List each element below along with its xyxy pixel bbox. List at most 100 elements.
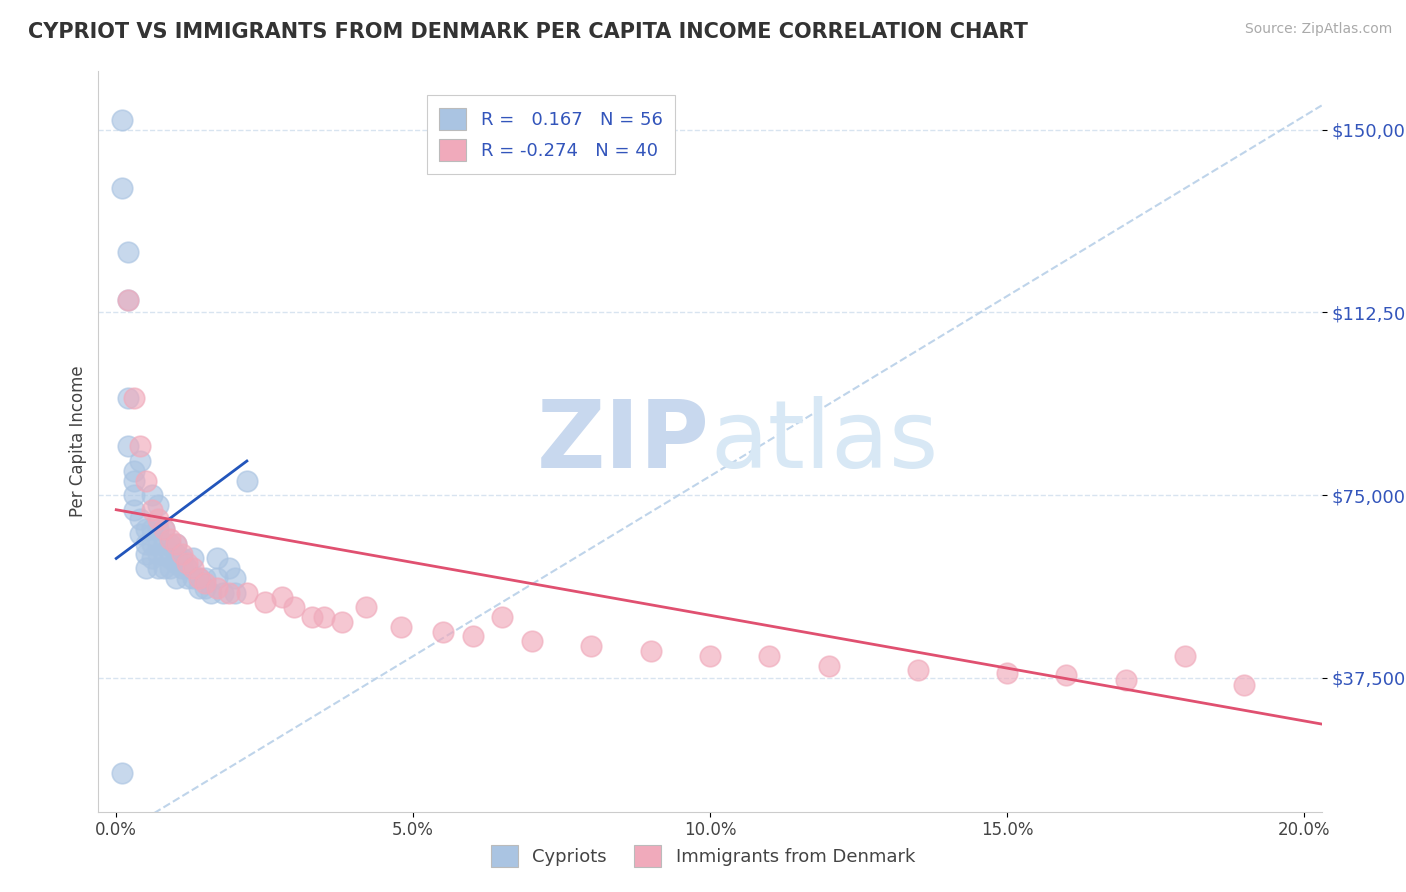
Point bbox=[117, 244, 139, 259]
Point bbox=[236, 474, 259, 488]
Point bbox=[194, 571, 217, 585]
Point bbox=[283, 600, 305, 615]
Point bbox=[135, 561, 157, 575]
Text: Source: ZipAtlas.com: Source: ZipAtlas.com bbox=[1244, 22, 1392, 37]
Point bbox=[170, 547, 193, 561]
Point bbox=[111, 765, 134, 780]
Point bbox=[141, 551, 163, 566]
Point bbox=[907, 664, 929, 678]
Legend: Cypriots, Immigrants from Denmark: Cypriots, Immigrants from Denmark bbox=[484, 838, 922, 874]
Text: ZIP: ZIP bbox=[537, 395, 710, 488]
Point bbox=[122, 474, 145, 488]
Point bbox=[354, 600, 377, 615]
Point bbox=[312, 610, 335, 624]
Point bbox=[218, 585, 240, 599]
Point bbox=[152, 522, 174, 536]
Point bbox=[159, 532, 181, 546]
Point bbox=[194, 581, 217, 595]
Point bbox=[194, 575, 217, 590]
Point bbox=[111, 181, 134, 195]
Point bbox=[129, 439, 152, 453]
Point bbox=[152, 561, 174, 575]
Point bbox=[218, 561, 240, 575]
Point bbox=[122, 502, 145, 516]
Point bbox=[117, 293, 139, 308]
Point bbox=[165, 547, 187, 561]
Point bbox=[135, 547, 157, 561]
Point bbox=[224, 571, 246, 585]
Point bbox=[188, 581, 211, 595]
Point bbox=[817, 658, 839, 673]
Legend: R =   0.167   N = 56, R = -0.274   N = 40: R = 0.167 N = 56, R = -0.274 N = 40 bbox=[426, 95, 675, 174]
Point bbox=[491, 610, 513, 624]
Point bbox=[188, 571, 211, 585]
Point bbox=[253, 595, 276, 609]
Point bbox=[205, 581, 228, 595]
Point bbox=[176, 557, 198, 571]
Point bbox=[165, 571, 187, 585]
Point bbox=[520, 634, 543, 648]
Point bbox=[581, 639, 603, 653]
Point bbox=[141, 522, 163, 536]
Text: CYPRIOT VS IMMIGRANTS FROM DENMARK PER CAPITA INCOME CORRELATION CHART: CYPRIOT VS IMMIGRANTS FROM DENMARK PER C… bbox=[28, 22, 1028, 42]
Point bbox=[122, 464, 145, 478]
Point bbox=[117, 439, 139, 453]
Point bbox=[212, 585, 235, 599]
Point bbox=[122, 488, 145, 502]
Point bbox=[165, 537, 187, 551]
Point bbox=[176, 561, 198, 575]
Point bbox=[152, 537, 174, 551]
Point bbox=[995, 665, 1018, 680]
Point bbox=[758, 648, 780, 663]
Point bbox=[159, 537, 181, 551]
Point bbox=[146, 498, 169, 512]
Point bbox=[117, 391, 139, 405]
Point bbox=[122, 391, 145, 405]
Point bbox=[1174, 648, 1197, 663]
Point bbox=[129, 527, 152, 541]
Point bbox=[146, 522, 169, 536]
Point bbox=[146, 547, 169, 561]
Y-axis label: Per Capita Income: Per Capita Income bbox=[69, 366, 87, 517]
Point bbox=[183, 551, 205, 566]
Point bbox=[224, 585, 246, 599]
Point bbox=[129, 454, 152, 468]
Point bbox=[152, 522, 174, 536]
Point bbox=[1233, 678, 1256, 692]
Point bbox=[152, 547, 174, 561]
Point bbox=[188, 571, 211, 585]
Point bbox=[146, 537, 169, 551]
Point bbox=[461, 629, 484, 643]
Point bbox=[271, 591, 294, 605]
Point bbox=[135, 474, 157, 488]
Text: atlas: atlas bbox=[710, 395, 938, 488]
Point bbox=[141, 537, 163, 551]
Point bbox=[176, 571, 198, 585]
Point bbox=[183, 561, 205, 575]
Point bbox=[640, 644, 662, 658]
Point bbox=[170, 551, 193, 566]
Point bbox=[165, 557, 187, 571]
Point bbox=[117, 293, 139, 308]
Point bbox=[200, 585, 222, 599]
Point bbox=[236, 585, 259, 599]
Point bbox=[135, 522, 157, 536]
Point bbox=[135, 537, 157, 551]
Point bbox=[159, 551, 181, 566]
Point bbox=[146, 512, 169, 526]
Point bbox=[141, 488, 163, 502]
Point bbox=[432, 624, 454, 639]
Point bbox=[183, 571, 205, 585]
Point bbox=[165, 537, 187, 551]
Point bbox=[389, 619, 412, 633]
Point bbox=[1054, 668, 1077, 682]
Point bbox=[141, 502, 163, 516]
Point bbox=[146, 561, 169, 575]
Point bbox=[170, 561, 193, 575]
Point bbox=[129, 512, 152, 526]
Point bbox=[111, 113, 134, 128]
Point bbox=[205, 551, 228, 566]
Point bbox=[159, 561, 181, 575]
Point bbox=[330, 615, 353, 629]
Point bbox=[1115, 673, 1137, 688]
